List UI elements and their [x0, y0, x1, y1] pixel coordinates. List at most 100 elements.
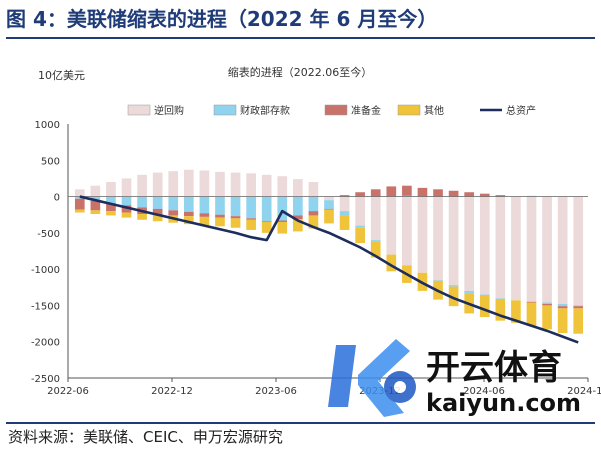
bar-2-26 — [479, 193, 490, 197]
bar-0-14 — [293, 179, 303, 197]
bar-1-14 — [293, 196, 303, 216]
bar-3-15 — [308, 215, 319, 229]
x-tick-label: 2024-12 — [567, 386, 601, 397]
y-tick-label: -1500 — [31, 301, 60, 312]
y-tick-label: 1000 — [35, 120, 60, 131]
bar-0-24 — [448, 196, 459, 286]
bar-3-20 — [386, 254, 397, 272]
y-tick-label: -500 — [37, 229, 60, 240]
bar-0-13 — [277, 176, 288, 197]
bar-2-24 — [448, 190, 459, 197]
watermark-logo: 开云体育 kaiyun.com — [328, 339, 581, 417]
bar-2-19 — [370, 189, 381, 197]
bar-1-2 — [106, 196, 116, 204]
x-tick-label: 2024-06 — [463, 386, 505, 397]
bar-2-30 — [542, 303, 552, 306]
legend-swatch-3 — [397, 104, 421, 116]
bar-2-21 — [402, 185, 412, 196]
bar-2-32 — [573, 306, 584, 309]
bar-1-15 — [308, 196, 319, 212]
bar-0-8 — [199, 170, 210, 197]
bar-2-16 — [324, 208, 334, 210]
bar-1-11 — [246, 196, 256, 219]
bar-2-31 — [557, 306, 568, 309]
bar-0-20 — [386, 196, 397, 255]
bar-3-28 — [511, 300, 521, 323]
bar-1-30 — [542, 302, 552, 304]
bar-0-0 — [74, 189, 85, 197]
legend-label-0: 逆回购 — [154, 104, 184, 117]
bar-2-6 — [168, 210, 179, 216]
bar-3-17 — [339, 215, 350, 230]
bar-2-7 — [183, 211, 194, 217]
figure-title: 图 4：美联储缩表的进程（2022 年 6 月至今） — [6, 7, 438, 31]
bar-2-5 — [152, 208, 163, 215]
bar-1-27 — [495, 298, 506, 299]
bar-3-14 — [293, 219, 303, 232]
y-tick-label: 0 — [54, 193, 60, 204]
watermark-url: kaiyun.com — [426, 389, 581, 417]
bar-3-27 — [495, 298, 506, 321]
bar-1-23 — [433, 280, 443, 281]
bar-3-26 — [479, 295, 490, 318]
bar-3-8 — [199, 216, 210, 226]
chart-title: 缩表的进程（2022.06至今） — [228, 65, 373, 79]
legend-label-1: 财政部存款 — [240, 104, 290, 117]
bar-3-2 — [106, 211, 116, 216]
bar-0-6 — [168, 171, 179, 197]
bar-2-13 — [277, 220, 288, 222]
bar-2-8 — [199, 213, 210, 217]
bar-0-26 — [479, 196, 490, 295]
bar-1-13 — [277, 196, 288, 221]
bar-2-10 — [230, 216, 241, 219]
bar-0-9 — [215, 171, 225, 197]
bar-0-22 — [417, 196, 428, 273]
legend-swatch-0 — [127, 104, 151, 116]
bar-3-16 — [324, 209, 334, 224]
bar-1-32 — [573, 305, 584, 307]
bar-2-17 — [339, 195, 350, 197]
bar-1-6 — [168, 196, 179, 211]
bar-1-18 — [355, 225, 365, 228]
bar-3-3 — [121, 212, 132, 218]
source-note: 资料来源：美联储、CEIC、申万宏源研究 — [8, 428, 283, 446]
bar-0-12 — [261, 174, 272, 197]
bar-1-9 — [215, 196, 225, 215]
bar-3-4 — [137, 213, 147, 220]
bar-1-1 — [90, 196, 101, 201]
bar-1-19 — [370, 240, 381, 242]
y-tick-label: -2500 — [31, 374, 60, 385]
bar-3-19 — [370, 241, 381, 258]
bar-0-18 — [355, 196, 365, 226]
bar-1-17 — [339, 211, 350, 216]
bar-3-10 — [230, 218, 241, 228]
bar-2-23 — [433, 189, 443, 197]
bar-1-5 — [152, 196, 163, 209]
y-tick-label: 500 — [41, 156, 60, 167]
x-tick-label: 2022-12 — [151, 386, 193, 397]
bar-0-32 — [573, 196, 584, 306]
bar-2-11 — [246, 218, 256, 220]
bar-2-22 — [417, 187, 428, 197]
bar-0-23 — [433, 196, 443, 281]
bar-1-24 — [448, 285, 459, 287]
bar-2-9 — [215, 214, 225, 218]
legend-label-2: 准备金 — [351, 104, 381, 117]
bar-0-19 — [370, 196, 381, 241]
bar-2-15 — [308, 211, 319, 216]
watermark-name: 开云体育 — [426, 348, 562, 388]
bar-0-31 — [557, 196, 568, 304]
bar-1-12 — [261, 196, 272, 222]
bar-0-1 — [90, 185, 101, 197]
bar-0-7 — [183, 169, 194, 197]
bar-2-12 — [261, 221, 272, 222]
bar-0-17 — [339, 196, 350, 212]
bar-1-3 — [121, 196, 132, 206]
bar-0-3 — [121, 178, 132, 197]
bar-3-32 — [573, 308, 584, 334]
bar-0-30 — [542, 196, 552, 303]
bar-2-29 — [526, 301, 537, 303]
bar-0-5 — [152, 172, 163, 197]
bar-3-0 — [74, 209, 85, 213]
bar-1-10 — [230, 196, 241, 217]
